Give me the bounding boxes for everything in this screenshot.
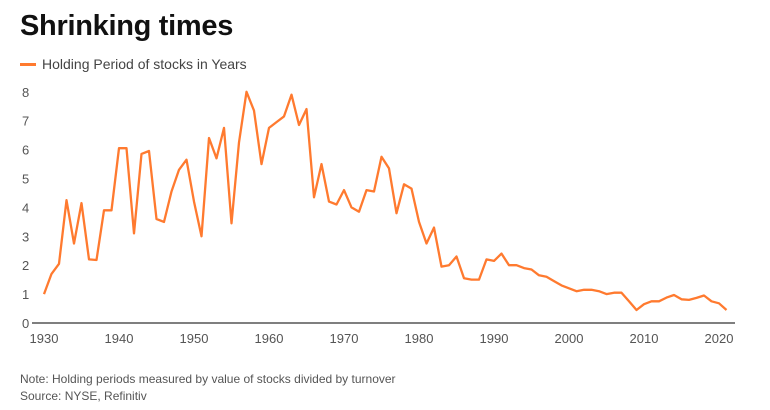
source-text: Source: NYSE, Refinitiv	[20, 389, 147, 403]
legend-swatch	[20, 62, 36, 66]
y-tick-label: 7	[22, 114, 29, 129]
series-line	[42, 90, 728, 312]
legend-label: Holding Period of stocks in Years	[42, 56, 247, 72]
x-tick-label: 1960	[255, 331, 284, 346]
y-tick-label: 5	[22, 172, 29, 187]
x-tick-label: 1990	[480, 331, 509, 346]
y-tick-label: 6	[22, 143, 29, 158]
y-tick-label: 3	[22, 229, 29, 244]
y-tick-label: 4	[22, 200, 29, 215]
x-tick-label: 2010	[630, 331, 659, 346]
x-tick-label: 1980	[405, 331, 434, 346]
y-tick-label: 2	[22, 258, 29, 273]
x-tick-label: 1940	[105, 331, 134, 346]
x-tick-label: 1930	[30, 331, 59, 346]
x-tick-label: 1950	[180, 331, 209, 346]
y-tick-label: 1	[22, 287, 29, 302]
legend: Holding Period of stocks in Years	[20, 56, 247, 72]
x-tick-label: 1970	[330, 331, 359, 346]
note-text: Note: Holding periods measured by value …	[20, 372, 396, 386]
chart-title: Shrinking times	[20, 10, 234, 42]
x-tick-label: 2000	[555, 331, 584, 346]
y-tick-label: 8	[22, 85, 29, 100]
x-tick-label: 2020	[705, 331, 734, 346]
chart-notes: Note: Holding periods measured by value …	[20, 371, 396, 405]
y-tick-label: 0	[22, 316, 29, 331]
